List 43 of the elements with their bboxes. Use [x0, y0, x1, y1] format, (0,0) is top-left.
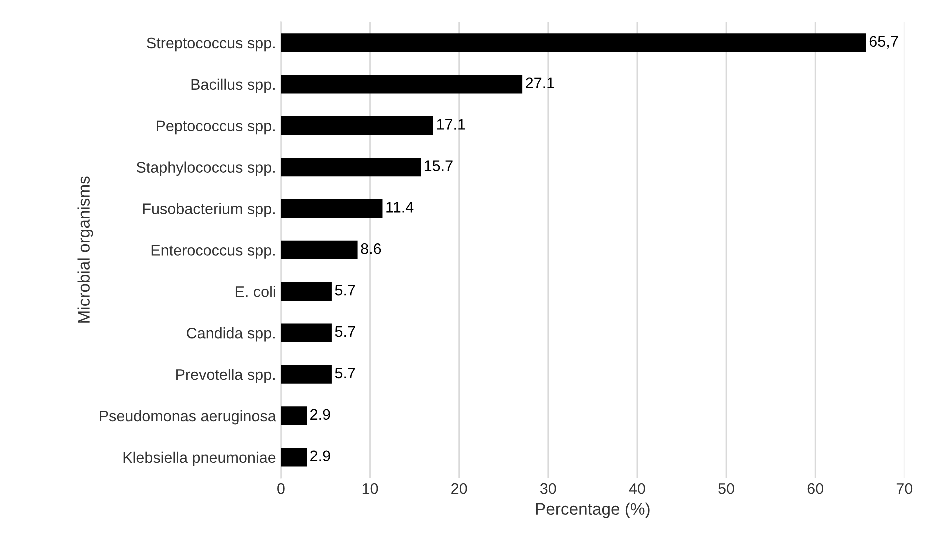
data-label: 2.9 [310, 409, 330, 420]
bar [281, 365, 332, 384]
data-label: 11.4 [386, 202, 414, 213]
x-tick-label: 40 [629, 483, 646, 494]
y-axis-title: Microbial organisms [78, 176, 94, 323]
data-label: 8.6 [361, 243, 382, 254]
bar [281, 34, 866, 52]
x-axis-title: Percentage (%) [536, 502, 650, 518]
y-tick-label: Bacillus spp. [192, 78, 275, 94]
bar [281, 406, 308, 426]
x-tick-label: 20 [452, 483, 468, 494]
x-tick-label: 60 [808, 483, 824, 494]
y-tick-label: Staphylococcus spp. [136, 162, 275, 176]
data-label: 2.9 [310, 450, 330, 462]
y-tick-label: Enterococcus spp. [152, 245, 275, 259]
x-tick-label: 30 [540, 483, 556, 494]
bar [281, 116, 434, 136]
data-label: 65,7 [870, 36, 898, 49]
bar [281, 324, 332, 342]
data-label: 5.7 [335, 368, 356, 379]
y-tick-label: Pseudomonas aeruginosa [100, 410, 276, 425]
data-label: 17.1 [437, 119, 466, 130]
y-tick-label: Streptococcus spp. [147, 38, 275, 52]
bar [281, 75, 523, 94]
data-label: 5.7 [335, 285, 356, 296]
data-label: 5.7 [335, 326, 356, 338]
x-tick-label: 70 [896, 483, 913, 494]
data-label: 15.7 [424, 160, 453, 172]
bar [281, 448, 308, 467]
y-tick-label: Fusobacterium spp. [143, 203, 275, 218]
y-tick-label: Peptococcus spp. [157, 120, 275, 135]
x-tick-label: 10 [362, 483, 378, 494]
bar [281, 199, 383, 218]
bar [281, 240, 358, 260]
data-label: 27.1 [526, 78, 554, 88]
y-tick-label: Klebsiella pneumoniae [124, 452, 276, 466]
bar [281, 158, 422, 177]
y-tick-label: Prevotella spp. [176, 369, 275, 384]
y-tick-label: E. coli [236, 286, 276, 298]
x-tick-label: 0 [278, 483, 285, 494]
bar [281, 282, 332, 301]
x-tick-label: 50 [718, 483, 734, 494]
y-tick-label: Candida spp. [187, 328, 275, 342]
